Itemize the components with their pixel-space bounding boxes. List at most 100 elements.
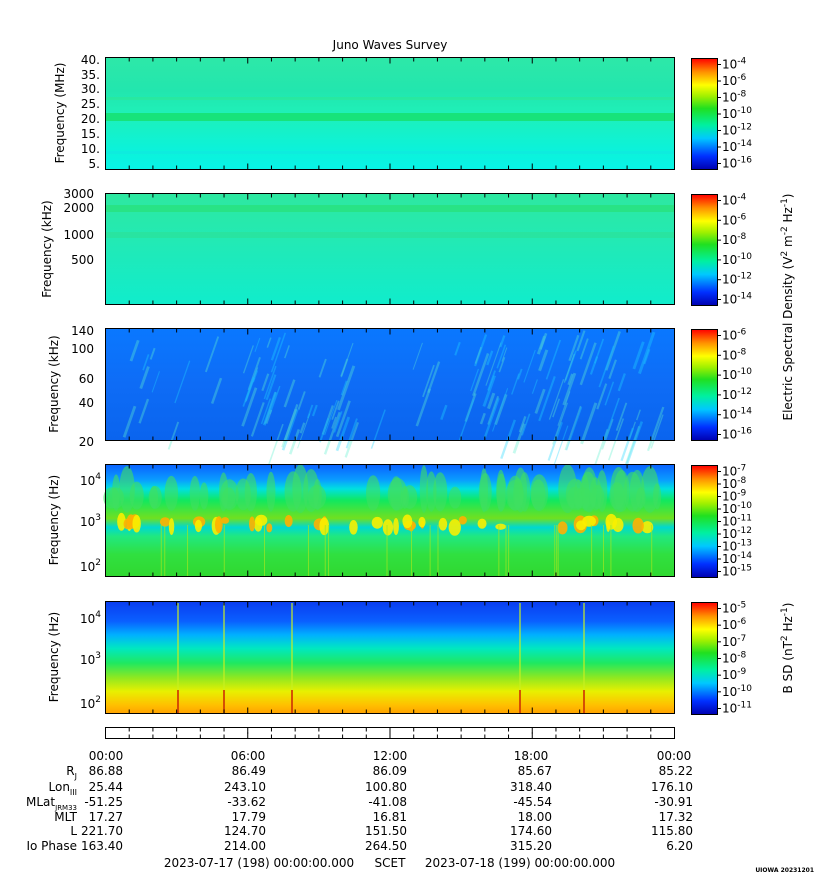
emission-peak bbox=[477, 518, 487, 529]
spectral-streak bbox=[261, 373, 270, 392]
x-tick-label: 00:00 bbox=[89, 749, 124, 763]
spectral-streak bbox=[204, 336, 220, 373]
ephemeris-value: 85.67 bbox=[518, 764, 552, 778]
emission-burst bbox=[567, 486, 583, 509]
spectral-streak bbox=[262, 391, 278, 426]
ephem-label-rj: RJ bbox=[66, 764, 77, 781]
emission-burst bbox=[496, 469, 506, 513]
ephemeris-value: 18.00 bbox=[518, 810, 552, 824]
ephemeris-value: 174.60 bbox=[510, 824, 552, 838]
spectral-streak bbox=[498, 356, 506, 373]
ephemeris-value: 85.22 bbox=[659, 764, 693, 778]
spectral-streak bbox=[264, 409, 273, 424]
spectral-streak bbox=[139, 366, 150, 390]
spectrogram-panel-3 bbox=[105, 328, 675, 473]
spectral-streak bbox=[151, 371, 160, 393]
emission-peak bbox=[132, 514, 141, 533]
emission-peak bbox=[393, 518, 399, 535]
spectral-streak bbox=[615, 402, 628, 431]
colorbar-tick-label: 10-10 bbox=[722, 252, 752, 267]
ephemeris-value: 17.79 bbox=[232, 810, 266, 824]
y-tick-label: 35. bbox=[81, 68, 100, 82]
ephemeris-value: 243.10 bbox=[224, 780, 266, 794]
spectral-streak bbox=[297, 391, 306, 410]
y-ticks-panel-2: 3000 2000 1000 500 bbox=[63, 187, 94, 267]
emission-peak bbox=[266, 523, 273, 533]
emission-burst bbox=[653, 483, 662, 510]
ephemeris-value: 17.27 bbox=[89, 810, 123, 824]
spectral-streak bbox=[607, 418, 625, 461]
emission-peak bbox=[605, 513, 618, 530]
emission-peak bbox=[123, 518, 132, 530]
ephemeris-value: -33.62 bbox=[227, 795, 266, 809]
spectral-streak bbox=[518, 416, 527, 433]
ephemeris-value: 115.80 bbox=[651, 824, 693, 838]
y-tick-label: 3000 bbox=[63, 187, 94, 201]
colorbar-tick-label: 10-4 bbox=[722, 193, 747, 208]
spectral-streak bbox=[244, 377, 256, 402]
y-tick-label: 20 bbox=[79, 435, 94, 449]
spectral-streak bbox=[210, 377, 223, 404]
y-tick-label: 500 bbox=[71, 253, 94, 267]
spectral-streak bbox=[288, 428, 301, 455]
svg-text:102: 102 bbox=[80, 558, 101, 574]
spectral-streak bbox=[485, 342, 502, 386]
spectral-streak bbox=[142, 354, 150, 371]
emission-peak bbox=[159, 517, 171, 527]
spectral-streak bbox=[598, 345, 615, 388]
time-range-footer: 2023-07-17 (198) 00:00:00.000 SCET 2023-… bbox=[164, 856, 615, 870]
ephem-label-mlt: MLT bbox=[54, 810, 77, 824]
spectral-streak bbox=[551, 425, 569, 471]
y-tick-label: 10. bbox=[81, 142, 100, 156]
spectral-streak bbox=[297, 413, 311, 449]
emission-burst bbox=[530, 474, 549, 512]
spectral-streak bbox=[254, 337, 261, 352]
spectral-streak bbox=[281, 409, 299, 451]
spectral-streak bbox=[474, 334, 488, 367]
emission-burst bbox=[148, 485, 162, 509]
spectrogram-panel-1 bbox=[105, 57, 675, 170]
spectral-streak bbox=[412, 342, 423, 370]
y-tick-label: 20. bbox=[81, 112, 100, 126]
spectral-streak bbox=[624, 425, 641, 465]
colorbar-tick-label: 10-12 bbox=[722, 123, 752, 138]
emission-burst bbox=[235, 478, 251, 511]
emission-burst bbox=[448, 486, 462, 509]
spectral-streak bbox=[499, 335, 506, 348]
emission-peak bbox=[221, 517, 230, 524]
spectral-streak bbox=[625, 421, 644, 465]
y-axis-label-panel-5: Frequency (Hz) bbox=[47, 612, 61, 703]
y-tick-label: 25. bbox=[81, 97, 100, 111]
y-ticks-panel-5: 104 103 102 bbox=[80, 610, 101, 711]
spectral-streak bbox=[482, 375, 496, 407]
emission-peak bbox=[214, 516, 223, 534]
spectral-streak bbox=[260, 398, 271, 425]
y-tick-label: 40 bbox=[79, 396, 94, 410]
emission-peak bbox=[194, 519, 203, 533]
spectrogram-panel-2 bbox=[105, 193, 675, 305]
spectral-streak bbox=[167, 421, 180, 450]
spectral-streak bbox=[129, 339, 140, 362]
spectral-streak bbox=[283, 408, 298, 443]
y-axis-label-panel-2: Frequency (kHz) bbox=[40, 200, 54, 297]
spectral-streak bbox=[536, 335, 546, 355]
ephemeris-value: 124.70 bbox=[224, 824, 266, 838]
spectral-streak bbox=[422, 364, 435, 398]
spectral-streak bbox=[628, 421, 636, 440]
spectral-streak bbox=[464, 393, 477, 422]
spectral-streak bbox=[311, 404, 318, 417]
ephemeris-value: 163.40 bbox=[81, 839, 123, 853]
emission-burst bbox=[189, 475, 200, 511]
emission-burst bbox=[220, 479, 239, 511]
colorbar-tick-label: 10-6 bbox=[722, 73, 747, 88]
spectral-streak bbox=[269, 385, 281, 415]
spectral-streak bbox=[512, 423, 526, 454]
spectral-streak bbox=[486, 350, 494, 366]
spectral-streak bbox=[122, 405, 137, 438]
x-tick-label: 12:00 bbox=[373, 749, 408, 763]
spectral-streak bbox=[268, 423, 284, 465]
figure-title: Juno Waves Survey bbox=[332, 38, 448, 52]
colorbar-tick-label: 10-6 bbox=[722, 328, 747, 343]
y-tick-label: 100 bbox=[71, 342, 94, 356]
